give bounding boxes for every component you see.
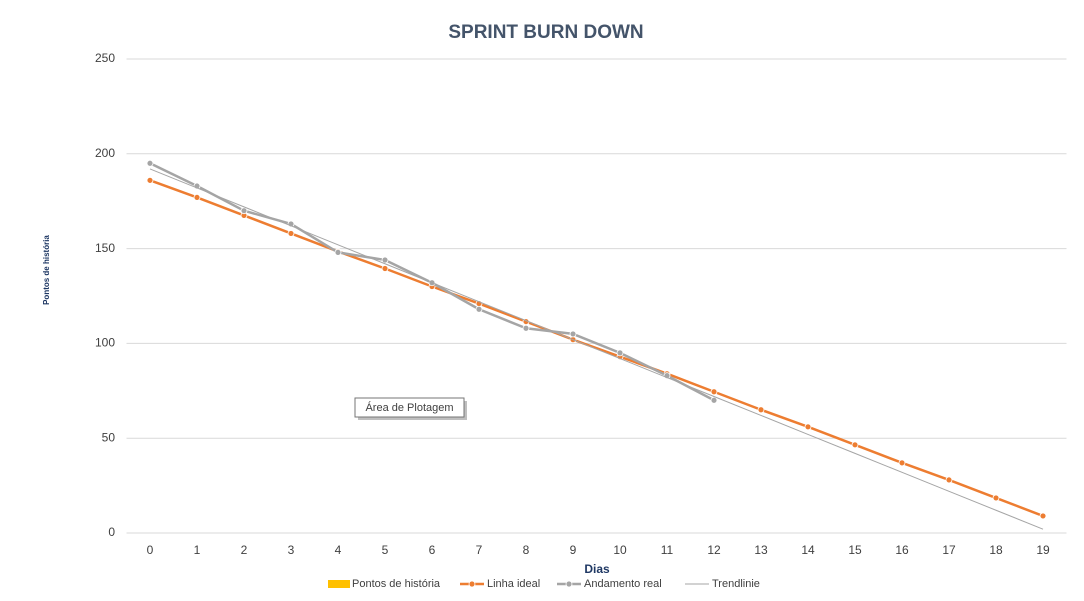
x-tick-label: 18 bbox=[989, 543, 1003, 557]
marker bbox=[146, 176, 154, 184]
legend-label: Andamento real bbox=[584, 578, 662, 590]
legend-label: Linha ideal bbox=[487, 578, 540, 590]
x-tick-label: 10 bbox=[613, 543, 627, 557]
x-tick-label: 11 bbox=[661, 543, 674, 557]
marker bbox=[992, 494, 1000, 502]
y-axis-title: Pontos de história bbox=[42, 235, 51, 305]
marker bbox=[522, 324, 530, 332]
x-tick-label: 1 bbox=[194, 543, 201, 557]
marker bbox=[1039, 512, 1047, 520]
y-tick-label: 200 bbox=[95, 146, 115, 160]
y-tick-label: 100 bbox=[95, 336, 115, 350]
marker bbox=[475, 305, 483, 313]
x-tick-label: 4 bbox=[335, 543, 342, 557]
x-tick-label: 15 bbox=[848, 543, 862, 557]
legend-label: Trendlinie bbox=[712, 578, 760, 590]
x-tick-label: 17 bbox=[942, 543, 956, 557]
marker bbox=[193, 194, 201, 201]
marker bbox=[757, 406, 765, 414]
legend-marker bbox=[565, 580, 573, 588]
marker bbox=[851, 441, 859, 449]
annotation: Área de Plotagem bbox=[354, 397, 467, 420]
marker bbox=[381, 265, 389, 272]
legend-marker bbox=[468, 580, 476, 588]
series-line bbox=[149, 179, 1044, 518]
legend-label: Pontos de história bbox=[352, 578, 441, 590]
trendline bbox=[149, 168, 1044, 530]
x-tick-label: 7 bbox=[476, 543, 483, 557]
chart-title: SPRINT BURN DOWN bbox=[448, 22, 643, 43]
legend-swatch bbox=[328, 580, 350, 588]
y-tick-label: 150 bbox=[95, 241, 115, 255]
x-tick-label: 13 bbox=[754, 543, 768, 557]
x-tick-label: 19 bbox=[1036, 543, 1050, 557]
y-tick-label: 0 bbox=[108, 525, 115, 539]
marker bbox=[804, 423, 812, 431]
x-tick-label: 9 bbox=[570, 543, 577, 557]
marker bbox=[287, 230, 295, 237]
annotation-text: Área de Plotagem bbox=[365, 401, 453, 414]
marker bbox=[616, 349, 624, 357]
x-tick-label: 3 bbox=[288, 543, 295, 557]
x-tick-label: 2 bbox=[241, 543, 248, 557]
marker bbox=[334, 248, 342, 256]
y-tick-label: 250 bbox=[95, 51, 115, 65]
y-tick-label: 50 bbox=[102, 430, 116, 444]
x-axis-title: Dias bbox=[584, 562, 610, 576]
x-tick-label: 12 bbox=[707, 543, 721, 557]
annotation-box bbox=[354, 397, 465, 418]
x-tick-label: 0 bbox=[147, 543, 154, 557]
marker bbox=[945, 476, 953, 484]
x-tick-label: 8 bbox=[523, 543, 530, 557]
marker bbox=[710, 396, 718, 404]
marker bbox=[569, 330, 577, 338]
x-tick-label: 16 bbox=[895, 543, 909, 557]
marker bbox=[146, 159, 154, 167]
marker bbox=[710, 388, 718, 396]
marker bbox=[898, 459, 906, 467]
x-tick-label: 5 bbox=[382, 543, 389, 557]
x-tick-label: 6 bbox=[429, 543, 436, 557]
marker bbox=[240, 207, 248, 215]
marker bbox=[381, 256, 389, 264]
x-tick-label: 14 bbox=[801, 543, 815, 557]
